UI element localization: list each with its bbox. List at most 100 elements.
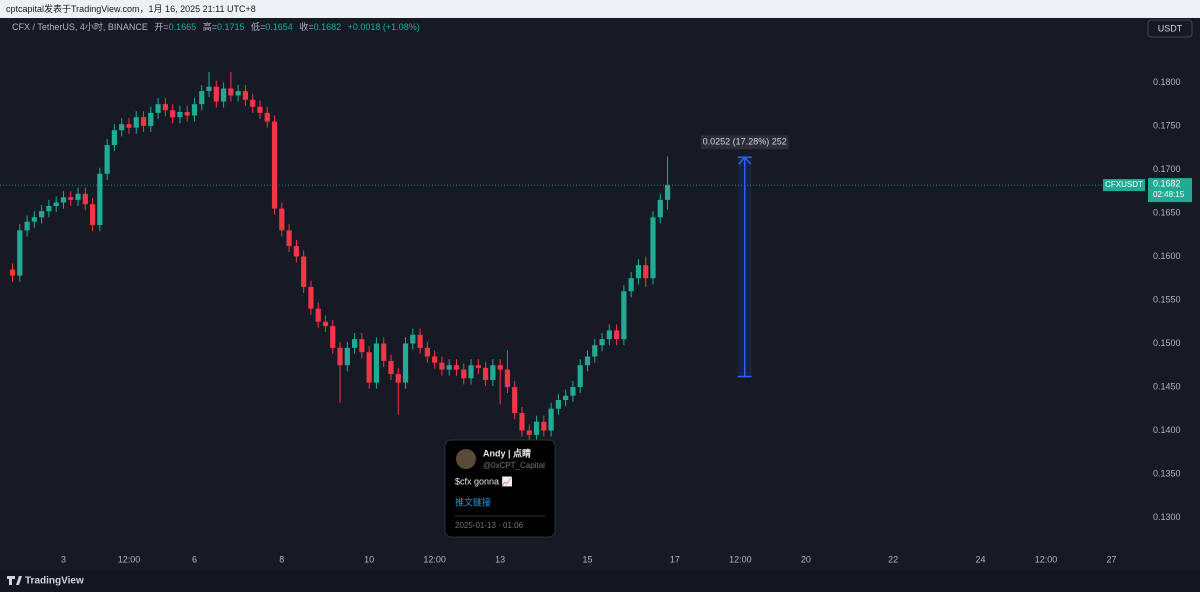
countdown: 02:48:15 <box>1153 190 1185 199</box>
tweet-link[interactable]: 推文链接 <box>455 496 491 507</box>
candle-body <box>315 308 321 322</box>
x-tick-label: 6 <box>192 554 197 564</box>
candle-body <box>322 321 329 327</box>
candle-body <box>614 330 620 340</box>
last-price: 0.1682 <box>1153 178 1181 188</box>
candle-body <box>621 291 627 340</box>
close-label: 收= <box>299 21 313 32</box>
candle-body <box>606 330 612 340</box>
y-tick-label: 0.1700 <box>1153 164 1181 174</box>
candle-body <box>89 204 96 226</box>
candle-body <box>46 205 52 212</box>
x-tick-label: 22 <box>888 554 898 564</box>
candle-body <box>279 208 285 231</box>
candle-body <box>657 199 663 218</box>
candle-body <box>286 230 292 247</box>
candle-body <box>206 86 212 92</box>
candle-body <box>170 110 176 118</box>
candle-body <box>155 104 161 113</box>
candle-body <box>148 112 154 126</box>
x-tick-label: 27 <box>1107 554 1117 564</box>
plot: 0.1300 0.1350 0.1400 0.1450 0.1500 0.1550 0.16… <box>0 71 1192 564</box>
tweet-handle: @0xCPT_Capital <box>483 461 545 470</box>
candle-body <box>439 362 445 370</box>
candle-body <box>395 373 401 383</box>
candle-body <box>548 408 554 431</box>
candle-body <box>402 343 409 383</box>
currency[interactable]: USDT <box>1158 23 1183 33</box>
candle-body <box>162 104 168 111</box>
candle-body <box>592 345 598 357</box>
candle-body <box>213 86 219 102</box>
candle-body <box>512 386 518 414</box>
x-tick-label: 12:00 <box>423 554 446 564</box>
tweet-name: Andy | 点睛 <box>483 447 531 458</box>
candle-body <box>468 365 474 379</box>
avatar <box>456 449 476 469</box>
brand-logo <box>7 576 22 585</box>
y-tick-label: 0.1600 <box>1153 251 1181 261</box>
last-price-box <box>1148 178 1192 203</box>
candle-body <box>75 193 81 200</box>
change: +0.0018 (+1.08%) <box>348 22 420 32</box>
candle-body <box>519 413 525 431</box>
candle-body <box>577 365 583 387</box>
candle-body <box>24 221 30 231</box>
candle-body <box>664 185 671 200</box>
candle-body <box>191 104 198 116</box>
close-value: 0.1682 <box>314 22 342 32</box>
candle-body <box>453 365 460 370</box>
candle-body <box>82 193 88 205</box>
candle-body <box>563 395 569 401</box>
x-tick-label: 12:00 <box>118 554 141 564</box>
y-tick-label: 0.1300 <box>1153 512 1181 522</box>
x-tick-label: 13 <box>495 554 505 564</box>
tweet-time: 2025-01-13 · 01:06 <box>455 521 524 530</box>
candle-body <box>497 365 503 370</box>
candle-body <box>330 326 336 348</box>
candle-body <box>344 347 350 366</box>
candle-body <box>301 256 307 287</box>
candle-body <box>475 365 481 368</box>
candle-body <box>53 202 59 206</box>
candle-body <box>242 91 249 100</box>
candle-body <box>337 347 343 366</box>
candle-body <box>541 421 547 431</box>
candle-body <box>293 246 299 257</box>
low-value: 0.1654 <box>265 22 293 32</box>
x-tick-label: 20 <box>801 554 811 564</box>
candle-body <box>366 352 372 383</box>
tweet-text: $cfx gonna 📈 <box>455 475 513 486</box>
brand: TradingView <box>25 576 84 587</box>
high-value: 0.1715 <box>217 22 245 32</box>
candle-body <box>119 124 125 131</box>
candle-body <box>39 211 45 218</box>
measure-arrow <box>738 156 752 165</box>
tweet-card[interactable]: Andy | 点睛 @0xCPT_Capital $cfx gonna 📈 推文… <box>444 439 556 538</box>
candle-body <box>381 343 387 361</box>
candle-body <box>126 124 132 128</box>
candle-body <box>133 117 139 128</box>
candle-body <box>410 334 416 344</box>
candle-body <box>220 88 227 102</box>
candle-body <box>424 347 430 357</box>
y-tick-label: 0.1400 <box>1153 425 1181 435</box>
footer-bar <box>0 570 1200 592</box>
candle-body <box>555 400 561 409</box>
y-tick-label: 0.1450 <box>1153 381 1181 391</box>
low-label: 低= <box>251 21 265 32</box>
candle-body <box>9 269 16 276</box>
candle-body <box>570 386 576 396</box>
candle-body <box>388 360 394 374</box>
candle-body <box>373 343 380 383</box>
candle-body <box>199 91 205 105</box>
candle-body <box>628 278 634 292</box>
candle-body <box>104 145 110 174</box>
x-tick-label: 24 <box>976 554 986 564</box>
candle-body <box>504 369 511 387</box>
candle-body <box>257 106 263 113</box>
currency-button[interactable] <box>1147 19 1193 38</box>
candle-body <box>482 367 489 381</box>
